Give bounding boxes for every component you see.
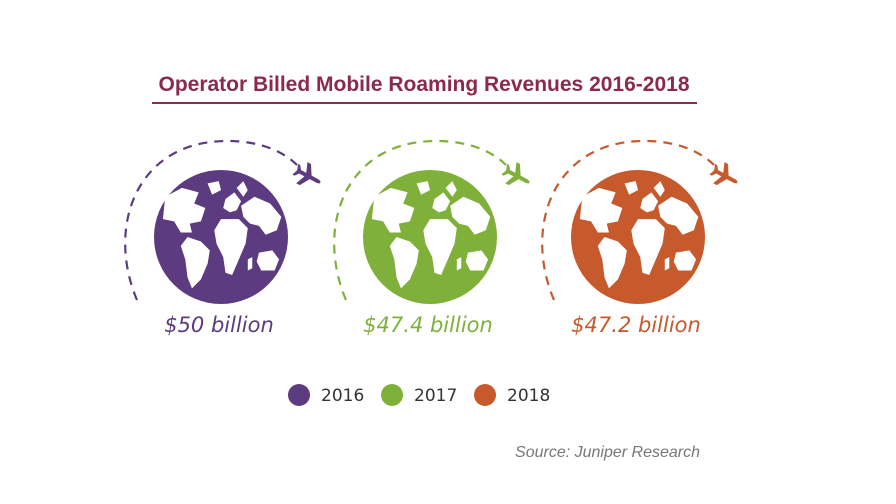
legend: 2016 2017 2018 bbox=[288, 384, 550, 406]
value-label: $50 billion bbox=[164, 313, 274, 337]
chart-title: Operator Billed Mobile Roaming Revenues … bbox=[158, 73, 689, 96]
legend-item-2017: 2017 bbox=[381, 384, 457, 406]
item-2016: $50 billion bbox=[124, 139, 326, 337]
legend-label: 2017 bbox=[414, 386, 457, 406]
item-2018: $47.2 billion bbox=[541, 139, 743, 337]
chart-marks: $50 billion $47.4 billion $47.2 billion bbox=[124, 139, 743, 337]
source-note: Source: Juniper Research bbox=[515, 444, 700, 461]
dashed-flight-path bbox=[124, 139, 298, 301]
globe-icon bbox=[571, 170, 705, 304]
legend-item-2018: 2018 bbox=[474, 384, 550, 406]
legend-swatch bbox=[288, 384, 310, 406]
item-2017: $47.4 billion bbox=[333, 139, 535, 337]
legend-swatch bbox=[381, 384, 403, 406]
legend-label: 2018 bbox=[507, 386, 550, 406]
legend-swatch bbox=[474, 384, 496, 406]
legend-label: 2016 bbox=[321, 386, 364, 406]
globe-icon bbox=[154, 170, 288, 304]
value-label: $47.4 billion bbox=[363, 313, 493, 337]
globe-icon bbox=[363, 170, 497, 304]
value-label: $47.2 billion bbox=[571, 313, 701, 337]
legend-item-2016: 2016 bbox=[288, 384, 364, 406]
dashed-flight-path bbox=[541, 139, 715, 301]
dashed-flight-path bbox=[333, 139, 507, 301]
